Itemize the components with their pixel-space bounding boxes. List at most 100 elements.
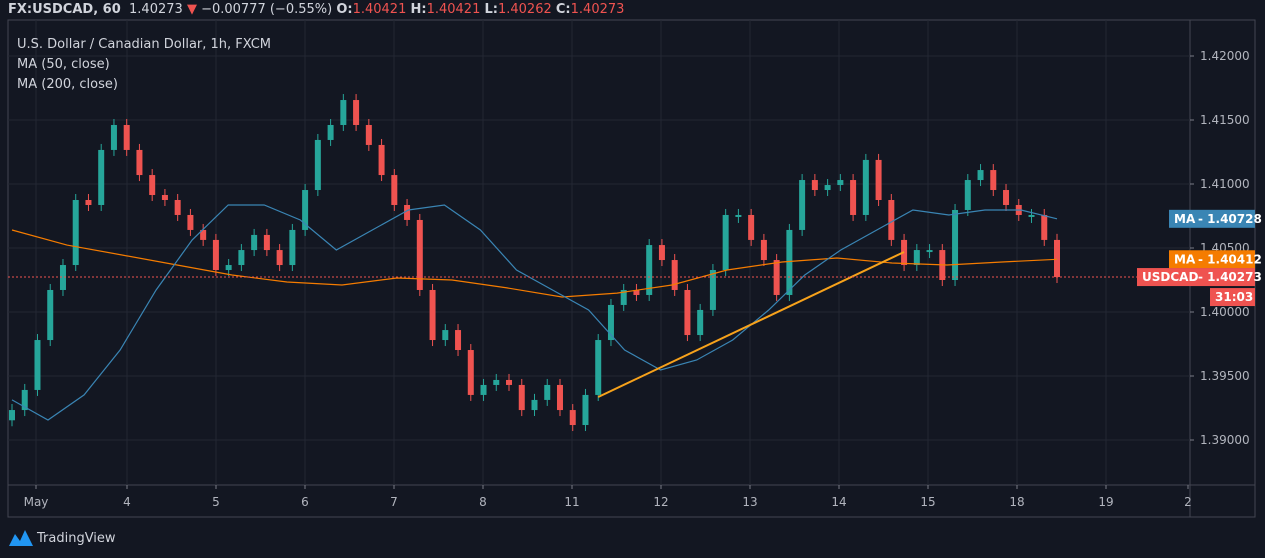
open-label: O: (336, 2, 353, 17)
x-tick-label: 8 (479, 495, 487, 509)
last-price-badge-value: - 1.40273 (1198, 270, 1262, 284)
countdown-text: 31:03 (1215, 290, 1253, 304)
x-tick-label: May (24, 495, 49, 509)
candle-body (314, 139, 321, 191)
candle-body (748, 214, 755, 240)
last-price-badge (1137, 268, 1255, 287)
candle-body (824, 185, 831, 191)
symbol-name: FX:USDCAD, 60 (8, 2, 121, 17)
ma50-badge-label: MA (1174, 212, 1196, 226)
ma200-line (11, 229, 1058, 298)
candle-body (238, 250, 245, 266)
tradingview-logo[interactable]: TradingView (8, 528, 116, 548)
candle-body (811, 180, 818, 191)
candle-body (620, 289, 627, 305)
candle-body (684, 289, 691, 336)
candle-body (174, 200, 181, 215)
candle-body (98, 149, 105, 205)
trendline (597, 251, 905, 398)
candle-body (544, 384, 551, 400)
candle-body (416, 219, 423, 290)
ma200-badge-label: MA (1174, 252, 1196, 266)
candle-body (850, 180, 857, 215)
candle-body (977, 170, 984, 181)
candle-body (1054, 239, 1060, 278)
x-tick-label: 18 (1009, 495, 1024, 509)
candle-body (1003, 190, 1010, 205)
candle-body (990, 170, 997, 191)
last-price-badge-label: USDCAD (1142, 270, 1198, 284)
candle-body (327, 124, 334, 140)
countdown-badge (1210, 288, 1255, 307)
candle-body (340, 100, 347, 125)
candle-body (913, 250, 920, 266)
high-label: H: (410, 2, 427, 17)
candle-body (365, 124, 372, 145)
last-price: 1.40273 (129, 2, 183, 17)
candle-body (518, 384, 525, 411)
chart-legend: U.S. Dollar / Canadian Dollar, 1h, FXCM … (17, 35, 271, 95)
candle-body (531, 399, 538, 411)
candle-body (837, 180, 844, 186)
candle-body (480, 384, 487, 395)
close-label: C: (555, 2, 571, 17)
legend-ma50[interactable]: MA (50, close) (17, 57, 110, 72)
candle-body (353, 100, 360, 125)
x-tick-label: 2 (1184, 495, 1192, 509)
candle-body (391, 175, 398, 205)
candle-body (671, 260, 678, 290)
candle-body (59, 265, 66, 290)
candle-body (21, 389, 28, 411)
triangle-down-icon: ▼ (186, 2, 197, 17)
y-tick-label: 1.39500 (1200, 369, 1250, 383)
x-tick-label: 19 (1098, 495, 1113, 509)
candle-body (1028, 214, 1035, 217)
candle-body (875, 159, 882, 200)
y-tick-label: 1.41500 (1200, 113, 1250, 127)
candle-body (429, 289, 436, 341)
candle-body (149, 175, 156, 196)
candle-body (467, 350, 474, 395)
candle-body (760, 239, 767, 261)
candle-body (658, 245, 665, 261)
candle-body (251, 234, 258, 251)
x-tick-label: 12 (653, 495, 668, 509)
y-tick-label: 1.42000 (1200, 49, 1250, 63)
candle-body (862, 159, 869, 215)
ma50-badge-value: - 1.40728 (1198, 212, 1262, 226)
candle-body (225, 265, 232, 271)
candle-body (709, 270, 716, 310)
candle-body (926, 250, 933, 253)
candle-body (722, 214, 729, 271)
candle-body (34, 340, 41, 390)
tradingview-icon (9, 530, 33, 546)
ma200-badge (1169, 250, 1255, 269)
x-tick-label: 15 (920, 495, 935, 509)
open-value: 1.40421 (352, 2, 407, 17)
candle-body (123, 124, 130, 150)
candle-body (888, 200, 895, 240)
candle-body (47, 289, 54, 341)
candle-body (187, 214, 194, 230)
candle-body (607, 304, 614, 341)
candle-body (9, 410, 15, 421)
legend-ma200[interactable]: MA (200, close) (17, 77, 118, 92)
x-tick-label: 11 (564, 495, 579, 509)
candle-body (404, 204, 411, 220)
candle-body (110, 124, 117, 150)
high-value: 1.40421 (426, 2, 481, 17)
price-change: −0.00777 (−0.55%) (201, 2, 333, 17)
y-tick-label: 1.39000 (1200, 433, 1250, 447)
low-label: L: (484, 2, 498, 17)
candle-body (569, 410, 576, 426)
candle-body (212, 239, 219, 271)
candle-body (378, 144, 385, 176)
candle-body (595, 340, 602, 395)
candle-body (276, 250, 283, 266)
candle-body (646, 245, 653, 295)
ma50-badge (1169, 209, 1255, 228)
candle-body (964, 180, 971, 210)
y-tick-label: 1.41000 (1200, 177, 1250, 191)
x-tick-label: 13 (742, 495, 757, 509)
